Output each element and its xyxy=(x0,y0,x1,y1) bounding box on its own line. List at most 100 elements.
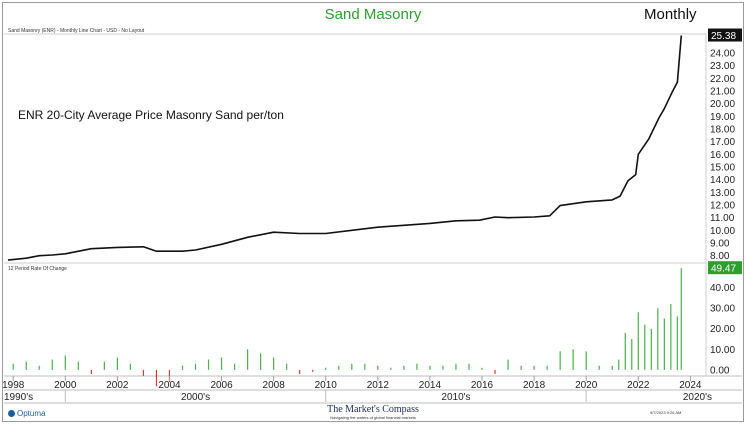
year-tick-label: 2000 xyxy=(54,380,77,391)
price-tick-label: 15.00 xyxy=(710,163,735,174)
roc-tick-label: 30.00 xyxy=(710,304,735,315)
roc-tick-label: 10.00 xyxy=(710,345,735,356)
period-label: Monthly xyxy=(644,6,697,23)
year-tick-label: 2022 xyxy=(627,380,650,391)
roc-bar xyxy=(546,365,548,370)
price-tick-label: 20.00 xyxy=(710,99,735,110)
price-tick-label: 13.00 xyxy=(710,188,735,199)
brand-name: The Market's Compass xyxy=(327,404,419,415)
price-tick-label: 24.00 xyxy=(710,49,735,60)
roc-bar xyxy=(116,357,118,370)
price-tick-label: 17.00 xyxy=(710,137,735,148)
price-tick-label: 19.00 xyxy=(710,112,735,123)
roc-bar xyxy=(12,363,14,370)
roc-bar xyxy=(77,361,79,370)
price-tick-label: 21.00 xyxy=(710,87,735,98)
price-tick-label: 23.00 xyxy=(710,61,735,72)
chart-subtitle: Sand Masonry (ENR) - Monthly Line Chart … xyxy=(8,28,145,34)
roc-bar xyxy=(260,353,262,370)
roc-bar xyxy=(286,363,288,370)
roc-bar xyxy=(129,363,132,370)
chart-annotation: ENR 20-City Average Price Masonry Sand p… xyxy=(18,108,284,122)
roc-bar xyxy=(220,357,223,370)
roc-bar xyxy=(312,369,314,372)
roc-bar xyxy=(455,363,457,370)
price-tick-label: 10.00 xyxy=(710,226,735,237)
roc-bar xyxy=(624,332,626,370)
year-tick-label: 2010 xyxy=(315,380,338,391)
roc-bar xyxy=(90,369,92,374)
decade-label: 1990's xyxy=(4,392,33,403)
price-tick-label: 12.00 xyxy=(710,201,735,212)
roc-bar xyxy=(520,365,522,370)
roc-bar xyxy=(273,357,275,370)
price-tick-label: 22.00 xyxy=(710,74,735,85)
decade-label: 2000's xyxy=(181,392,210,403)
roc-bar xyxy=(390,367,392,370)
year-tick-label: 2006 xyxy=(210,380,233,391)
vendor-logo: Optuma xyxy=(8,409,45,418)
roc-bar xyxy=(572,349,574,370)
year-tick-label: 2008 xyxy=(263,380,286,391)
last-price-badge xyxy=(708,28,742,42)
roc-bar xyxy=(585,351,587,370)
decade-label: 2010's xyxy=(441,392,470,403)
roc-bar xyxy=(364,363,366,370)
roc-bar xyxy=(611,365,613,370)
roc-bar xyxy=(559,351,561,370)
roc-tick-label: 20.00 xyxy=(710,324,735,335)
roc-bar xyxy=(351,363,353,370)
last-roc-badge xyxy=(708,261,742,275)
roc-bar xyxy=(663,318,665,370)
roc-bar xyxy=(657,308,659,370)
roc-bar xyxy=(181,365,184,370)
roc-bar xyxy=(325,367,327,370)
year-tick-label: 2002 xyxy=(106,380,129,391)
roc-bar xyxy=(416,363,418,370)
decade-label: 2020's xyxy=(683,392,712,403)
price-series-line xyxy=(7,35,683,261)
price-tick-label: 16.00 xyxy=(710,150,735,161)
roc-bar xyxy=(533,365,535,370)
roc-bar xyxy=(468,363,470,370)
roc-bar xyxy=(650,328,652,370)
roc-bar xyxy=(377,365,379,370)
year-tick-label: 2016 xyxy=(471,380,494,391)
roc-bar xyxy=(142,369,145,376)
roc-bar xyxy=(247,349,249,370)
roc-bar xyxy=(51,359,53,370)
price-tick-label: 18.00 xyxy=(710,125,735,136)
roc-bar xyxy=(676,316,678,370)
brand-tagline: Navigating the waters of global financia… xyxy=(330,415,416,420)
year-tick-label: 2004 xyxy=(158,380,181,391)
price-tick-label: 9.00 xyxy=(710,239,730,250)
year-tick-label: 2012 xyxy=(367,380,390,391)
roc-bar xyxy=(429,365,431,370)
roc-bar xyxy=(103,361,105,370)
roc-bar xyxy=(631,339,633,370)
price-tick-label: 11.00 xyxy=(710,213,735,224)
roc-bar xyxy=(494,369,496,374)
chart-title: Sand Masonry xyxy=(324,6,422,23)
roc-bar xyxy=(507,359,509,370)
price-tick-label: 14.00 xyxy=(710,175,735,186)
timestamp: 9/7/2023 9:26 AM xyxy=(650,410,682,415)
roc-bar xyxy=(618,359,620,370)
roc-tick-label: 40.00 xyxy=(710,283,735,294)
roc-tick-label: 0.00 xyxy=(710,365,730,376)
roc-bar xyxy=(481,367,483,370)
year-tick-label: 1998 xyxy=(2,380,25,391)
last-price-value: 25.38 xyxy=(711,31,736,42)
roc-bar xyxy=(442,365,444,370)
roc-bar xyxy=(598,365,600,370)
roc-bar xyxy=(403,365,405,370)
roc-bar xyxy=(680,268,682,370)
roc-bar xyxy=(338,365,340,370)
vendor-name: Optuma xyxy=(17,409,46,418)
last-roc-value: 49.47 xyxy=(711,264,736,275)
roc-bar xyxy=(670,304,672,370)
year-tick-label: 2020 xyxy=(575,380,598,391)
roc-bar xyxy=(64,355,66,370)
